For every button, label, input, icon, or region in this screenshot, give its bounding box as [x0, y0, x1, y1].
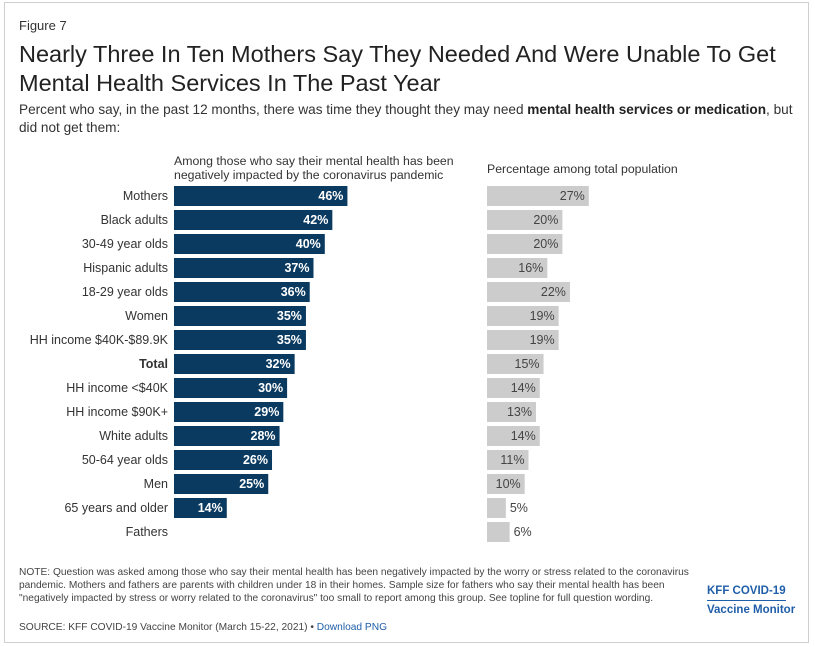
- bar-series-2: [487, 354, 544, 374]
- chart-source: SOURCE: KFF COVID-19 Vaccine Monitor (Ma…: [19, 622, 387, 633]
- category-label: HH income $90K+: [66, 405, 168, 419]
- data-label-series-2: 19%: [530, 309, 555, 323]
- bar-series-2: [487, 210, 563, 230]
- data-label-series-2: 13%: [507, 405, 532, 419]
- data-label-series-1: 26%: [243, 453, 268, 467]
- bar-series-1: [174, 426, 280, 446]
- data-label-series-2: 22%: [541, 285, 566, 299]
- category-label: 18-29 year olds: [82, 285, 168, 299]
- data-label-series-1: 32%: [266, 357, 291, 371]
- bar-series-2: [487, 378, 540, 398]
- bar-series-2: [487, 426, 540, 446]
- kff-logo: KFF COVID-19 Vaccine Monitor: [707, 584, 799, 618]
- bar-series-1: [174, 450, 273, 470]
- data-label-series-2: 16%: [518, 261, 543, 275]
- data-label-series-1: 14%: [198, 501, 223, 515]
- data-label-series-1: 29%: [254, 405, 279, 419]
- data-label-series-2: 20%: [533, 213, 558, 227]
- bar-series-1: [174, 354, 295, 374]
- data-label-series-1: 37%: [284, 261, 309, 275]
- download-png-link[interactable]: Download PNG: [316, 622, 387, 633]
- bar-series-2: [487, 402, 537, 422]
- data-label-series-2: 6%: [514, 525, 532, 539]
- data-label-series-2: 14%: [511, 381, 536, 395]
- category-label: White adults: [99, 429, 168, 443]
- subtitle-tail: , but did not get them:: [19, 102, 793, 135]
- data-label-series-1: 42%: [303, 213, 328, 227]
- data-label-series-2: 11%: [500, 453, 524, 467]
- series-2-header: Percentage among total population: [487, 162, 678, 176]
- category-label: Black adults: [101, 213, 168, 227]
- category-label: Women: [125, 309, 168, 323]
- data-label-series-2: 14%: [511, 429, 536, 443]
- bar-series-2: [487, 522, 510, 542]
- source-text: SOURCE: KFF COVID-19 Vaccine Monitor (Ma…: [19, 622, 317, 633]
- figure-frame: [4, 2, 809, 643]
- brand-line-2: Vaccine Monitor: [707, 604, 796, 616]
- data-label-series-2: 19%: [530, 333, 555, 347]
- chart-title: Nearly Three In Ten Mothers Say They Nee…: [19, 41, 776, 96]
- series-1-header: Among those who say their mental health …: [174, 154, 454, 182]
- data-label-series-1: 35%: [277, 333, 302, 347]
- bar-series-2: [487, 234, 563, 254]
- subtitle-text: Percent who say, in the past 12 months, …: [19, 102, 528, 117]
- brand-line-1: KFF COVID-19: [707, 584, 786, 601]
- data-label-series-1: 30%: [258, 381, 283, 395]
- category-label: 30-49 year olds: [82, 237, 168, 251]
- data-label-series-2: 10%: [496, 477, 521, 491]
- data-label-series-2: 5%: [510, 501, 528, 515]
- data-label-series-1: 46%: [318, 189, 343, 203]
- data-label-series-2: 15%: [515, 357, 540, 371]
- data-label-series-1: 28%: [251, 429, 276, 443]
- bar-series-1: [174, 474, 269, 494]
- bar-series-1: [174, 258, 314, 278]
- bar-series-1: [174, 378, 288, 398]
- bar-series-2: [487, 330, 559, 350]
- data-label-series-1: 25%: [239, 477, 264, 491]
- category-label: 65 years and older: [64, 501, 168, 515]
- data-label-series-1: 40%: [296, 237, 321, 251]
- chart-subtitle: Percent who say, in the past 12 months, …: [19, 101, 809, 137]
- bar-series-2: [487, 306, 559, 326]
- figure-label: Figure 7: [19, 18, 67, 33]
- category-label: 50-64 year olds: [82, 453, 168, 467]
- bar-series-2: [487, 258, 548, 278]
- category-label: Hispanic adults: [83, 261, 168, 275]
- bar-series-1: [174, 330, 306, 350]
- bar-chart: Mothers 46% 27% Black adults 42% 20% 30-49 yea…: [30, 186, 589, 542]
- bar-series-1: [174, 186, 348, 206]
- category-label: Total: [139, 357, 168, 371]
- bar-series-2: [487, 498, 506, 518]
- chart-note: NOTE: Question was asked among those who…: [19, 567, 689, 604]
- data-label-series-2: 27%: [560, 189, 585, 203]
- data-label-series-1: 36%: [281, 285, 306, 299]
- bar-series-1: [174, 234, 325, 254]
- category-label: Fathers: [126, 525, 168, 539]
- bar-series-1: [174, 402, 284, 422]
- bar-series-2: [487, 282, 570, 302]
- category-label: HH income <$40K: [66, 381, 168, 395]
- data-label-series-2: 20%: [533, 237, 558, 251]
- category-label: Mothers: [123, 189, 168, 203]
- bar-series-1: [174, 498, 227, 518]
- bar-series-2: [487, 450, 529, 470]
- data-label-series-1: 35%: [277, 309, 302, 323]
- bar-series-1: [174, 210, 333, 230]
- bar-series-2: [487, 186, 589, 206]
- bar-series-1: [174, 282, 310, 302]
- bar-series-1: [174, 306, 306, 326]
- category-label: HH income $40K-$89.9K: [30, 333, 169, 347]
- subtitle-bold: mental health services or medication: [527, 102, 767, 117]
- category-label: Men: [144, 477, 168, 491]
- bar-series-2: [487, 474, 525, 494]
